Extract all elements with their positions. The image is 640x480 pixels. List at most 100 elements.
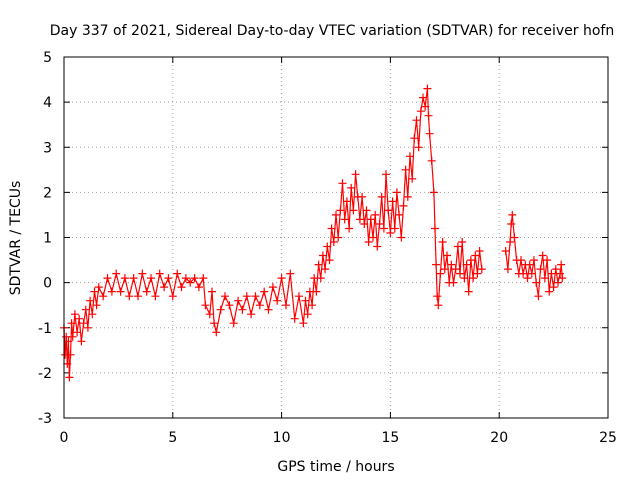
data-point (471, 251, 480, 260)
data-point (432, 260, 441, 269)
x-tick-label: 5 (168, 430, 177, 446)
data-point (429, 188, 438, 197)
data-point (234, 296, 243, 305)
y-tick-label: 4 (43, 95, 52, 111)
data-point (303, 310, 312, 319)
data-point (371, 210, 380, 219)
data-point (312, 287, 321, 296)
data-point (386, 229, 395, 237)
data-point (70, 310, 79, 319)
data-point (99, 292, 108, 301)
data-point (120, 274, 129, 283)
data-point (510, 233, 519, 242)
data-point (138, 269, 147, 278)
data-point (64, 337, 73, 346)
data-point (347, 183, 356, 192)
data-point (373, 242, 382, 251)
data-point (255, 301, 264, 310)
data-point (264, 305, 273, 314)
series-trace (63, 88, 483, 378)
data-point (390, 224, 399, 233)
x-tick-label: 20 (490, 430, 508, 446)
data-point (314, 260, 323, 269)
data-point (469, 274, 478, 283)
data-point (416, 107, 425, 116)
data-point (547, 269, 556, 278)
data-point (406, 152, 414, 161)
data-point (81, 305, 90, 314)
data-point (392, 188, 401, 197)
data-point (360, 220, 369, 228)
data-point (247, 310, 256, 319)
data-point (534, 292, 543, 301)
x-tick-label: 15 (381, 430, 399, 446)
data-point (212, 328, 221, 337)
y-tick-label: 1 (43, 231, 52, 247)
data-point (523, 274, 532, 283)
data-point (412, 116, 421, 125)
data-point (67, 319, 76, 328)
data-point (199, 274, 208, 283)
data-point (86, 296, 95, 305)
data-point (375, 220, 384, 228)
y-tick-label: 2 (43, 185, 52, 201)
data-point (364, 238, 373, 246)
data-point (443, 251, 451, 260)
data-point (355, 215, 364, 224)
data-point (424, 111, 433, 120)
data-series (60, 84, 567, 382)
y-tick-label: 0 (43, 276, 52, 292)
data-point (299, 319, 308, 328)
x-tick-label: 25 (599, 430, 617, 446)
data-point (290, 314, 299, 323)
data-point (260, 287, 269, 296)
data-point (338, 179, 347, 188)
data-point (151, 292, 160, 301)
data-point (201, 301, 210, 310)
data-point (397, 233, 406, 242)
data-point (538, 251, 547, 260)
data-point (332, 210, 340, 219)
data-point (377, 192, 386, 201)
data-point (79, 319, 88, 328)
data-point (273, 296, 282, 305)
data-point (90, 287, 99, 296)
data-point (251, 292, 260, 301)
data-point (532, 278, 541, 287)
data-point (112, 269, 121, 278)
data-point (554, 278, 562, 287)
data-point (66, 350, 75, 359)
data-point (216, 305, 225, 314)
data-point (551, 265, 560, 274)
plot-frame (63, 56, 609, 419)
data-point (403, 192, 412, 201)
data-point (558, 274, 567, 283)
data-point (440, 265, 449, 274)
data-point (103, 274, 112, 283)
data-point (336, 206, 345, 215)
data-point (556, 269, 565, 278)
data-point (160, 283, 169, 292)
data-point (447, 260, 456, 269)
data-point (92, 301, 101, 310)
data-point (316, 274, 325, 283)
data-point (458, 238, 467, 246)
data-point (238, 305, 247, 314)
data-point (384, 206, 393, 215)
data-point (327, 224, 336, 233)
data-point (147, 274, 155, 283)
data-point (83, 323, 92, 332)
data-point (242, 292, 251, 301)
data-point (549, 283, 558, 292)
data-point (433, 292, 442, 301)
data-point (506, 238, 515, 246)
x-tick-label: 0 (60, 430, 69, 446)
data-point (358, 192, 367, 201)
data-point (395, 210, 404, 219)
data-point (221, 292, 229, 301)
data-point (208, 287, 216, 296)
data-point (73, 328, 82, 337)
data-point (399, 201, 408, 210)
data-point (116, 287, 125, 296)
data-point (277, 274, 286, 283)
